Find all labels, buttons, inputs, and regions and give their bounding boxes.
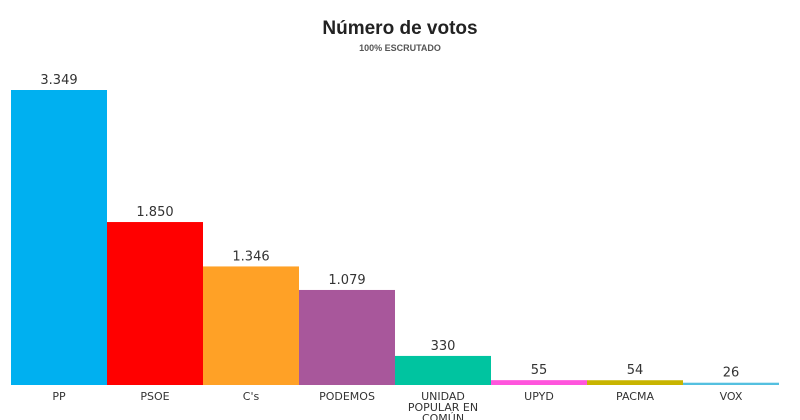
category-label-1: PSOE [140,390,169,403]
bar-7 [683,382,779,385]
category-label-4: UNIDAD POPULAR EN COMÚN [408,390,478,420]
bar-2 [203,266,299,385]
category-label-0: PP [52,390,66,403]
category-label-2: C's [243,390,260,403]
data-label-2: 1.346 [232,249,269,264]
data-label-4: 330 [431,339,456,354]
data-label-5: 55 [531,363,548,378]
bar-5 [491,380,587,385]
bar-3 [299,289,395,385]
category-label-5: UPYD [524,390,554,403]
data-label-6: 54 [627,363,644,378]
category-label-7: VOX [720,390,743,403]
category-label-3: PODEMOS [319,390,375,403]
bar-0 [11,90,107,385]
chart-subtitle: 100% ESCRUTADO [359,43,441,53]
data-label-3: 1.079 [328,273,365,288]
data-label-0: 3.349 [40,73,77,88]
data-label-1: 1.850 [136,205,173,220]
bar-6 [587,380,683,385]
bar-4 [395,355,491,385]
bar-1 [107,222,203,385]
chart-title: Número de votos [322,18,478,39]
data-label-7: 26 [723,366,740,381]
category-label-6: PACMA [616,390,654,403]
